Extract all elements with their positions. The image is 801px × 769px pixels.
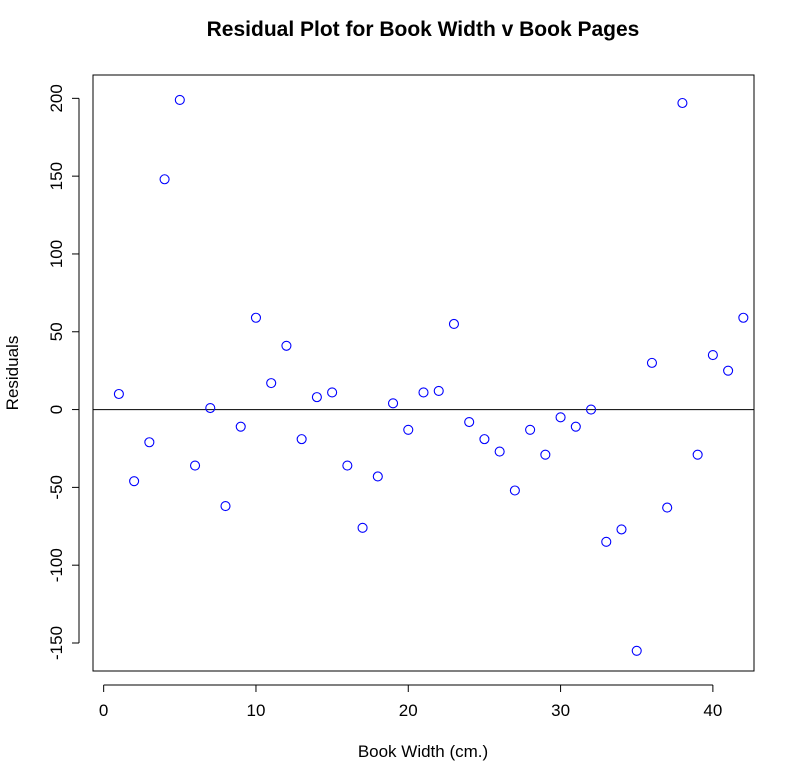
data-point bbox=[189, 460, 201, 471]
data-point bbox=[570, 421, 581, 432]
x-tick-label: 20 bbox=[399, 701, 418, 720]
y-tick-label: 150 bbox=[47, 162, 66, 190]
data-point bbox=[296, 434, 307, 445]
y-tick-label: -50 bbox=[47, 475, 66, 500]
data-points bbox=[113, 94, 749, 656]
data-point bbox=[159, 174, 170, 185]
x-tick-label: 10 bbox=[247, 701, 266, 720]
data-point bbox=[311, 392, 322, 403]
data-point bbox=[357, 522, 368, 533]
x-axis-label: Book Width (cm.) bbox=[358, 742, 488, 761]
x-axis: 0 10 20 30 40 bbox=[99, 684, 722, 720]
data-point bbox=[418, 387, 429, 398]
data-point bbox=[479, 434, 490, 445]
data-point bbox=[220, 500, 231, 512]
data-point bbox=[616, 524, 627, 535]
data-point bbox=[707, 350, 718, 361]
data-point bbox=[555, 412, 566, 423]
data-point bbox=[525, 424, 536, 435]
data-point bbox=[662, 502, 673, 513]
y-tick-label: 50 bbox=[47, 322, 66, 341]
data-point bbox=[372, 471, 383, 482]
y-tick-label: 0 bbox=[47, 405, 66, 414]
data-point bbox=[403, 424, 414, 435]
data-point bbox=[631, 645, 642, 656]
data-point bbox=[464, 416, 475, 428]
data-point bbox=[585, 404, 597, 415]
y-tick-label: 200 bbox=[47, 84, 66, 112]
data-point bbox=[144, 437, 155, 448]
x-tick-label: 0 bbox=[99, 701, 108, 720]
data-point bbox=[387, 398, 399, 409]
data-point bbox=[601, 536, 612, 547]
y-tick-label: -150 bbox=[47, 626, 66, 660]
data-point bbox=[723, 365, 734, 376]
chart-title: Residual Plot for Book Width v Book Page… bbox=[207, 18, 640, 41]
data-point bbox=[433, 385, 444, 396]
x-tick-label: 30 bbox=[551, 701, 570, 720]
data-point bbox=[235, 421, 246, 432]
data-point bbox=[250, 312, 262, 323]
data-point bbox=[540, 449, 551, 460]
y-tick-label: -100 bbox=[47, 548, 66, 582]
plot-frame bbox=[92, 74, 755, 672]
y-axis-label: Residuals bbox=[3, 336, 22, 411]
data-point bbox=[509, 485, 520, 496]
data-point bbox=[129, 476, 140, 487]
data-point bbox=[494, 446, 505, 457]
data-point bbox=[646, 357, 658, 368]
data-point bbox=[205, 402, 216, 414]
data-point bbox=[266, 378, 277, 389]
y-axis: -150 -100 -50 0 50 100 150 200 bbox=[47, 84, 80, 660]
y-tick-label: 100 bbox=[47, 240, 66, 268]
data-point bbox=[174, 94, 185, 105]
data-point bbox=[327, 387, 338, 398]
data-point bbox=[281, 340, 292, 351]
data-point bbox=[677, 97, 688, 109]
data-point bbox=[738, 312, 749, 323]
data-point bbox=[113, 388, 124, 400]
x-tick-label: 40 bbox=[703, 701, 722, 720]
data-point bbox=[448, 318, 460, 330]
data-point bbox=[342, 460, 353, 471]
data-point bbox=[692, 449, 703, 460]
